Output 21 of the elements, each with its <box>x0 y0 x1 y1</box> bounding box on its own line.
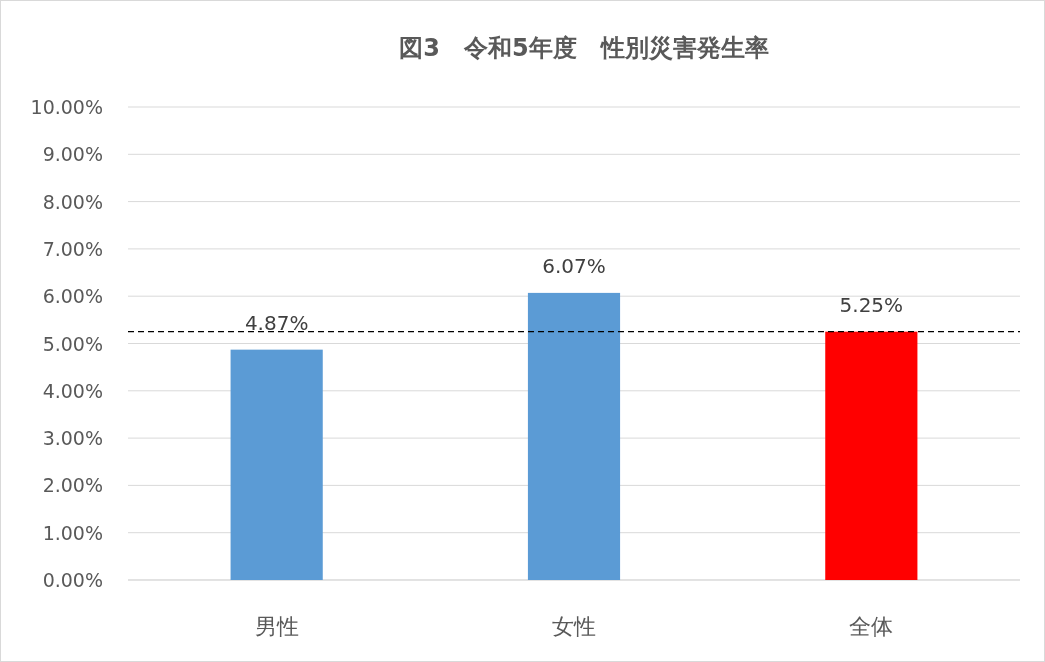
y-tick-label: 2.00% <box>42 474 103 497</box>
x-tick-label: 全体 <box>849 614 894 639</box>
chart-title: 図3 令和5年度 性別災害発生率 <box>399 34 769 62</box>
data-label: 6.07% <box>542 253 606 278</box>
x-tick-label: 女性 <box>552 614 596 639</box>
bar <box>825 331 918 580</box>
y-tick-label: 3.00% <box>42 427 103 450</box>
y-tick-label: 6.00% <box>42 285 103 308</box>
y-tick-label: 8.00% <box>42 190 103 213</box>
y-tick-label: 4.00% <box>42 379 103 402</box>
y-tick-label: 7.00% <box>42 237 103 260</box>
y-tick-label: 0.00% <box>42 569 103 591</box>
y-tick-label: 9.00% <box>42 143 103 166</box>
y-tick-label: 10.00% <box>30 96 103 118</box>
data-label: 4.87% <box>244 310 309 335</box>
x-tick-label: 男性 <box>254 614 299 639</box>
y-tick-label: 5.00% <box>42 332 103 355</box>
bar <box>230 349 323 580</box>
y-tick-label: 1.00% <box>42 521 103 544</box>
data-label: 5.25% <box>839 292 904 317</box>
bar <box>527 292 621 580</box>
